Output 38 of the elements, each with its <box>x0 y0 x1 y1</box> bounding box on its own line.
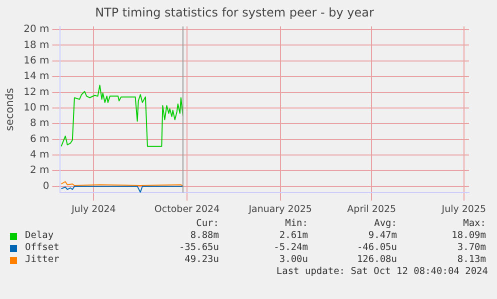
text: -46.05u <box>356 242 397 254</box>
y-tick-label: 20 m <box>24 24 50 36</box>
text: 8.13m <box>456 254 486 266</box>
text: 9.47m <box>367 230 397 242</box>
text: -5.24m <box>272 242 308 254</box>
text: Min: <box>284 218 308 230</box>
chart-title: NTP timing statistics for system peer - by year <box>95 5 374 20</box>
text: 3.00u <box>278 254 308 266</box>
text: Max: <box>462 218 486 230</box>
y-tick-label: 6 m <box>30 134 50 145</box>
x-tick-label: January 2025 <box>248 204 312 215</box>
text: 18.09m <box>450 230 486 242</box>
text: 8.88m <box>189 230 219 242</box>
legend-label: Jitter <box>24 254 60 266</box>
x-tick-label: July 2024 <box>70 204 116 215</box>
y-tick-label: 0 <box>42 180 50 192</box>
text: 3.70m <box>456 242 486 254</box>
y-tick-label: 2 m <box>30 165 50 176</box>
y-tick-label: 16 m <box>24 55 50 66</box>
y-tick-label: 10 m <box>24 102 50 114</box>
y-tick-label: 14 m <box>24 71 50 82</box>
text: Last update: Sat Oct 12 08:40:04 2024 <box>275 266 488 277</box>
x-tick-label: October 2024 <box>154 204 220 215</box>
y-axis-title: seconds <box>4 88 16 131</box>
text: -35.65u <box>178 242 219 254</box>
text: Avg: <box>373 218 397 230</box>
text: Cur: <box>195 218 219 230</box>
text: 2.61m <box>278 230 308 242</box>
y-tick-label: 18 m <box>24 40 50 51</box>
x-tick-label: April 2025 <box>347 204 396 215</box>
text: 49.23u <box>184 254 219 266</box>
legend-label: Offset <box>24 242 60 254</box>
legend-label: Delay <box>24 230 55 242</box>
y-tick-label: 8 m <box>30 118 50 130</box>
x-tick-label: July 2025 <box>440 204 486 215</box>
y-tick-label: 4 m <box>30 150 50 161</box>
text: 126.08u <box>356 254 397 266</box>
y-tick-label: 12 m <box>24 86 50 98</box>
